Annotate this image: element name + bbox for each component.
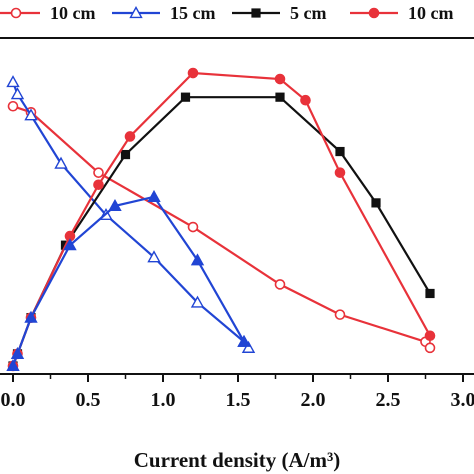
series-3-point [300, 94, 311, 106]
series-4-point [147, 189, 161, 202]
series-4-point [108, 198, 122, 212]
series-2-point [275, 92, 285, 102]
series-1-point [241, 340, 256, 353]
series-4-point [10, 346, 25, 359]
series-0-point [334, 309, 346, 320]
series-2-point [425, 288, 435, 299]
series-4-point [24, 310, 38, 323]
legend-item: 10 cm [0, 3, 95, 23]
series-4-point [237, 334, 251, 347]
legend-marker [251, 8, 261, 18]
legend-item: 15 cm [112, 3, 215, 23]
series-4-line [11, 195, 245, 367]
series-3-point [424, 330, 436, 342]
series-2-point [335, 146, 345, 157]
series-3-point [93, 179, 104, 191]
series-1-line [11, 81, 250, 349]
x-tick-label: 0.5 [76, 389, 101, 411]
series-0-point [424, 342, 436, 354]
legend-item: 10 cm [350, 3, 453, 23]
legend-label: 5 cm [290, 3, 326, 23]
series-0-point [187, 221, 199, 233]
series-3-point [124, 131, 136, 142]
series-3-point [187, 67, 199, 79]
series-2-point [180, 92, 191, 102]
series-2-point [120, 149, 131, 160]
series-0-point [93, 167, 104, 178]
x-ticks: 0.0 0.5 1.0 1.5 2.0 2.5 3.0 [1, 374, 474, 411]
x-tick-label: 0.0 [1, 389, 26, 411]
x-axis-title: Current density (A/m³) [134, 448, 341, 472]
series-0-line [12, 105, 431, 349]
legend-marker [368, 7, 380, 19]
legend: 10 cm 15 cm 5 cm 10 cm [0, 3, 453, 23]
series-1-point [54, 156, 68, 169]
legend-marker [10, 7, 22, 19]
legend-label: 10 cm [50, 3, 95, 23]
x-tick-label: 2.5 [376, 389, 401, 411]
series-1-point [24, 108, 38, 121]
legend-marker [129, 6, 143, 19]
series-2-point [371, 198, 381, 208]
series-0 [7, 100, 436, 354]
x-tick-label: 3.0 [451, 389, 474, 411]
series-3-point [334, 167, 346, 178]
x-tick-label: 1.5 [226, 389, 251, 411]
series-1 [6, 75, 256, 353]
series-1-point [10, 87, 25, 100]
series-4 [6, 189, 251, 372]
series-1-point [6, 75, 20, 88]
series-3-point [274, 73, 286, 85]
x-tick-label: 1.0 [151, 389, 176, 411]
x-tick-label: 2.0 [301, 389, 326, 411]
series-0-point [274, 279, 286, 290]
series-layer [6, 67, 436, 372]
series-1-point [190, 295, 205, 308]
series-1-point [147, 250, 161, 263]
series-0-point [7, 100, 19, 112]
legend-label: 10 cm [408, 3, 453, 23]
series-4-point [190, 253, 205, 266]
legend-item: 5 cm [232, 3, 326, 23]
legend-label: 15 cm [170, 3, 215, 23]
series-4-point [63, 238, 77, 251]
series-2-line [11, 96, 431, 367]
series-4-point [6, 359, 20, 372]
